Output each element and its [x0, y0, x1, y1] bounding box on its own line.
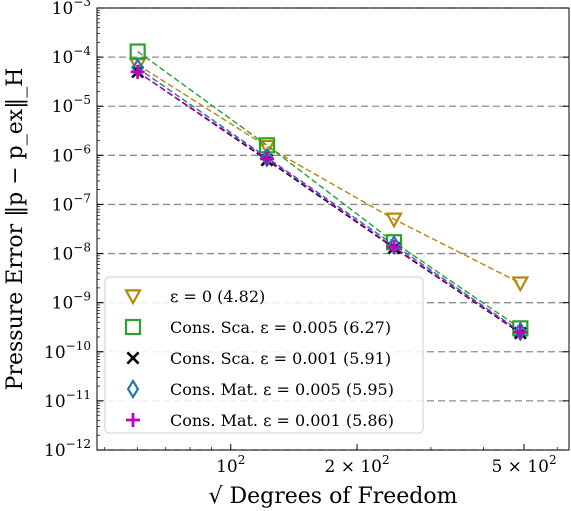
series-line — [137, 64, 521, 284]
series-5 — [130, 64, 528, 340]
y-tick-label: 10−9 — [52, 290, 91, 314]
legend-marker — [126, 351, 140, 365]
legend-marker — [124, 289, 142, 306]
data-point — [130, 64, 145, 79]
data-point — [385, 212, 403, 229]
legend-marker — [124, 318, 142, 336]
plot-frame — [96, 7, 570, 451]
data-point — [513, 325, 528, 340]
legend-box — [104, 276, 424, 434]
y-tick-label: 10−5 — [52, 93, 91, 117]
y-tick-label: 10−11 — [44, 388, 91, 412]
legend-entry: ε = 0 (4.82) — [124, 287, 265, 306]
legend-label: Cons. Mat. ε = 0.005 (5.95) — [170, 380, 394, 399]
legend-label: Cons. Sca. ε = 0.001 (5.91) — [170, 349, 391, 368]
x-axis-label: √ Degrees of Freedom — [209, 484, 458, 509]
y-axis-label: Pressure Error ‖p − p_ex‖_H — [3, 68, 28, 391]
series-1 — [128, 58, 530, 293]
legend-label: ε = 0 (4.82) — [170, 287, 265, 306]
data-point — [511, 276, 530, 293]
legend-entry: Cons. Sca. ε = 0.005 (6.27) — [124, 318, 391, 337]
y-tick-label: 10−7 — [52, 191, 91, 215]
x-tick-label: 102 — [216, 453, 245, 477]
y-tick-label: 10−6 — [52, 142, 91, 166]
legend: ε = 0 (4.82) Cons. Sca. ε = 0.005 (6.27) C… — [104, 276, 424, 434]
legend-entry: Cons. Mat. ε = 0.005 (5.95) — [126, 378, 394, 400]
series-line — [137, 50, 521, 329]
series-line — [137, 67, 521, 332]
legend-marker — [126, 413, 140, 427]
legend-entry: Cons. Sca. ε = 0.001 (5.91) — [126, 349, 391, 368]
tick-layer: 10−3 10−4 10−5 10−6 10−7 10−8 10−9 10−10 10−11 10… — [44, 0, 569, 477]
data-point — [387, 240, 402, 255]
y-tick-label: 10−4 — [52, 44, 92, 68]
legend-marker — [126, 378, 140, 400]
y-tick-label: 10−8 — [52, 241, 91, 265]
x-tick-label: 2 × 102 — [324, 453, 389, 477]
data-point — [514, 321, 527, 342]
y-tick-label: 10−10 — [44, 339, 91, 363]
legend-label: Cons. Mat. ε = 0.001 (5.86) — [170, 411, 394, 430]
data-point — [259, 151, 274, 166]
y-tick-label: 10−12 — [44, 437, 91, 461]
legend-label: Cons. Sca. ε = 0.005 (6.27) — [170, 318, 391, 337]
legend-entry: Cons. Mat. ε = 0.001 (5.86) — [126, 411, 394, 430]
series-line — [137, 71, 521, 333]
y-tick-label: 10−3 — [52, 0, 91, 19]
x-tick-label: 5 × 102 — [491, 453, 556, 477]
series-layer — [128, 43, 530, 342]
legend-entries: ε = 0 (4.82) Cons. Sca. ε = 0.005 (6.27) C… — [124, 287, 394, 430]
